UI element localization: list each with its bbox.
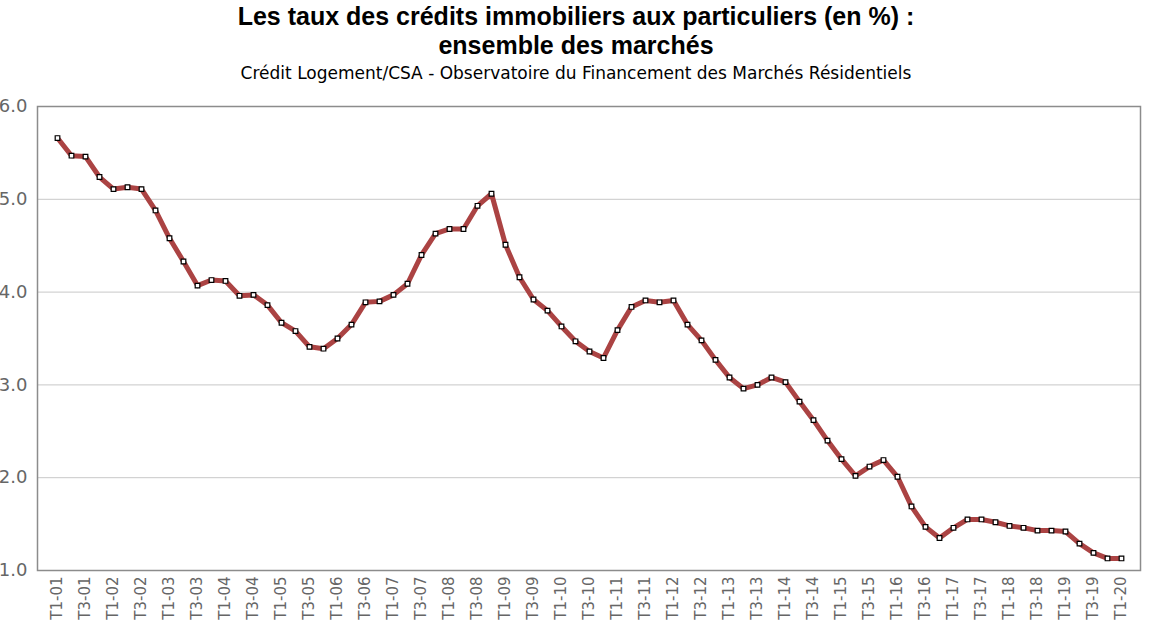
svg-text:T3-10: T3-10 [580,577,598,621]
svg-text:T3-05: T3-05 [300,577,318,621]
svg-text:T3-02: T3-02 [132,577,150,621]
svg-text:T3-06: T3-06 [356,577,374,621]
svg-text:T1-11: T1-11 [608,577,626,621]
svg-text:T3-12: T3-12 [692,577,710,621]
svg-text:T1-16: T1-16 [888,577,906,621]
svg-text:T1-18: T1-18 [1000,577,1018,621]
svg-text:T3-07: T3-07 [412,577,430,621]
svg-text:T1-14: T1-14 [776,577,794,621]
svg-text:T1-04: T1-04 [216,577,234,621]
svg-text:T1-17: T1-17 [944,577,962,621]
svg-text:T1-13: T1-13 [720,577,738,621]
svg-text:T1-08: T1-08 [440,577,458,621]
html-text:Les taux des crédits immobilie: Les taux des crédits immobiliers aux par… [237,2,915,30]
svg-text:2.0: 2.0 [0,466,28,487]
html-text:Crédit Logement/CSA - Observat: Crédit Logement/CSA - Observatoire du Fi… [240,63,912,83]
svg-text:T1-19: T1-19 [1056,577,1074,621]
svg-text:T1-20: T1-20 [1112,577,1130,621]
svg-text:T1-03: T1-03 [160,577,178,621]
svg-text:T1-09: T1-09 [496,577,514,621]
svg-text:T3-11: T3-11 [636,577,654,621]
svg-text:T3-19: T3-19 [1084,577,1102,621]
svg-text:4.0: 4.0 [0,281,28,302]
svg-text:6.0: 6.0 [0,95,28,116]
svg-text:T1-01: T1-01 [48,577,66,621]
svg-text:T1-12: T1-12 [664,577,682,621]
svg-text:T3-08: T3-08 [468,577,486,621]
svg-text:T3-04: T3-04 [244,577,262,621]
svg-text:T3-03: T3-03 [188,577,206,621]
svg-text:T3-09: T3-09 [524,577,542,621]
html-text:ensemble des marchés: ensemble des marchés [438,31,714,59]
svg-text:T3-01: T3-01 [76,577,94,621]
svg-text:T3-18: T3-18 [1028,577,1046,621]
svg-text:T3-13: T3-13 [748,577,766,621]
svg-text:3.0: 3.0 [0,374,28,395]
svg-text:T1-02: T1-02 [104,577,122,621]
svg-text:1.0: 1.0 [0,559,28,580]
svg-text:T3-15: T3-15 [860,577,878,621]
svg-text:T3-16: T3-16 [916,577,934,621]
svg-text:5.0: 5.0 [0,188,28,209]
svg-text:T3-14: T3-14 [804,577,822,621]
svg-text:T1-15: T1-15 [832,577,850,621]
svg-text:T1-05: T1-05 [272,577,290,621]
svg-text:T1-06: T1-06 [328,577,346,621]
svg-text:T1-10: T1-10 [552,577,570,621]
svg-text:T3-17: T3-17 [972,577,990,621]
svg-text:T1-07: T1-07 [384,577,402,621]
